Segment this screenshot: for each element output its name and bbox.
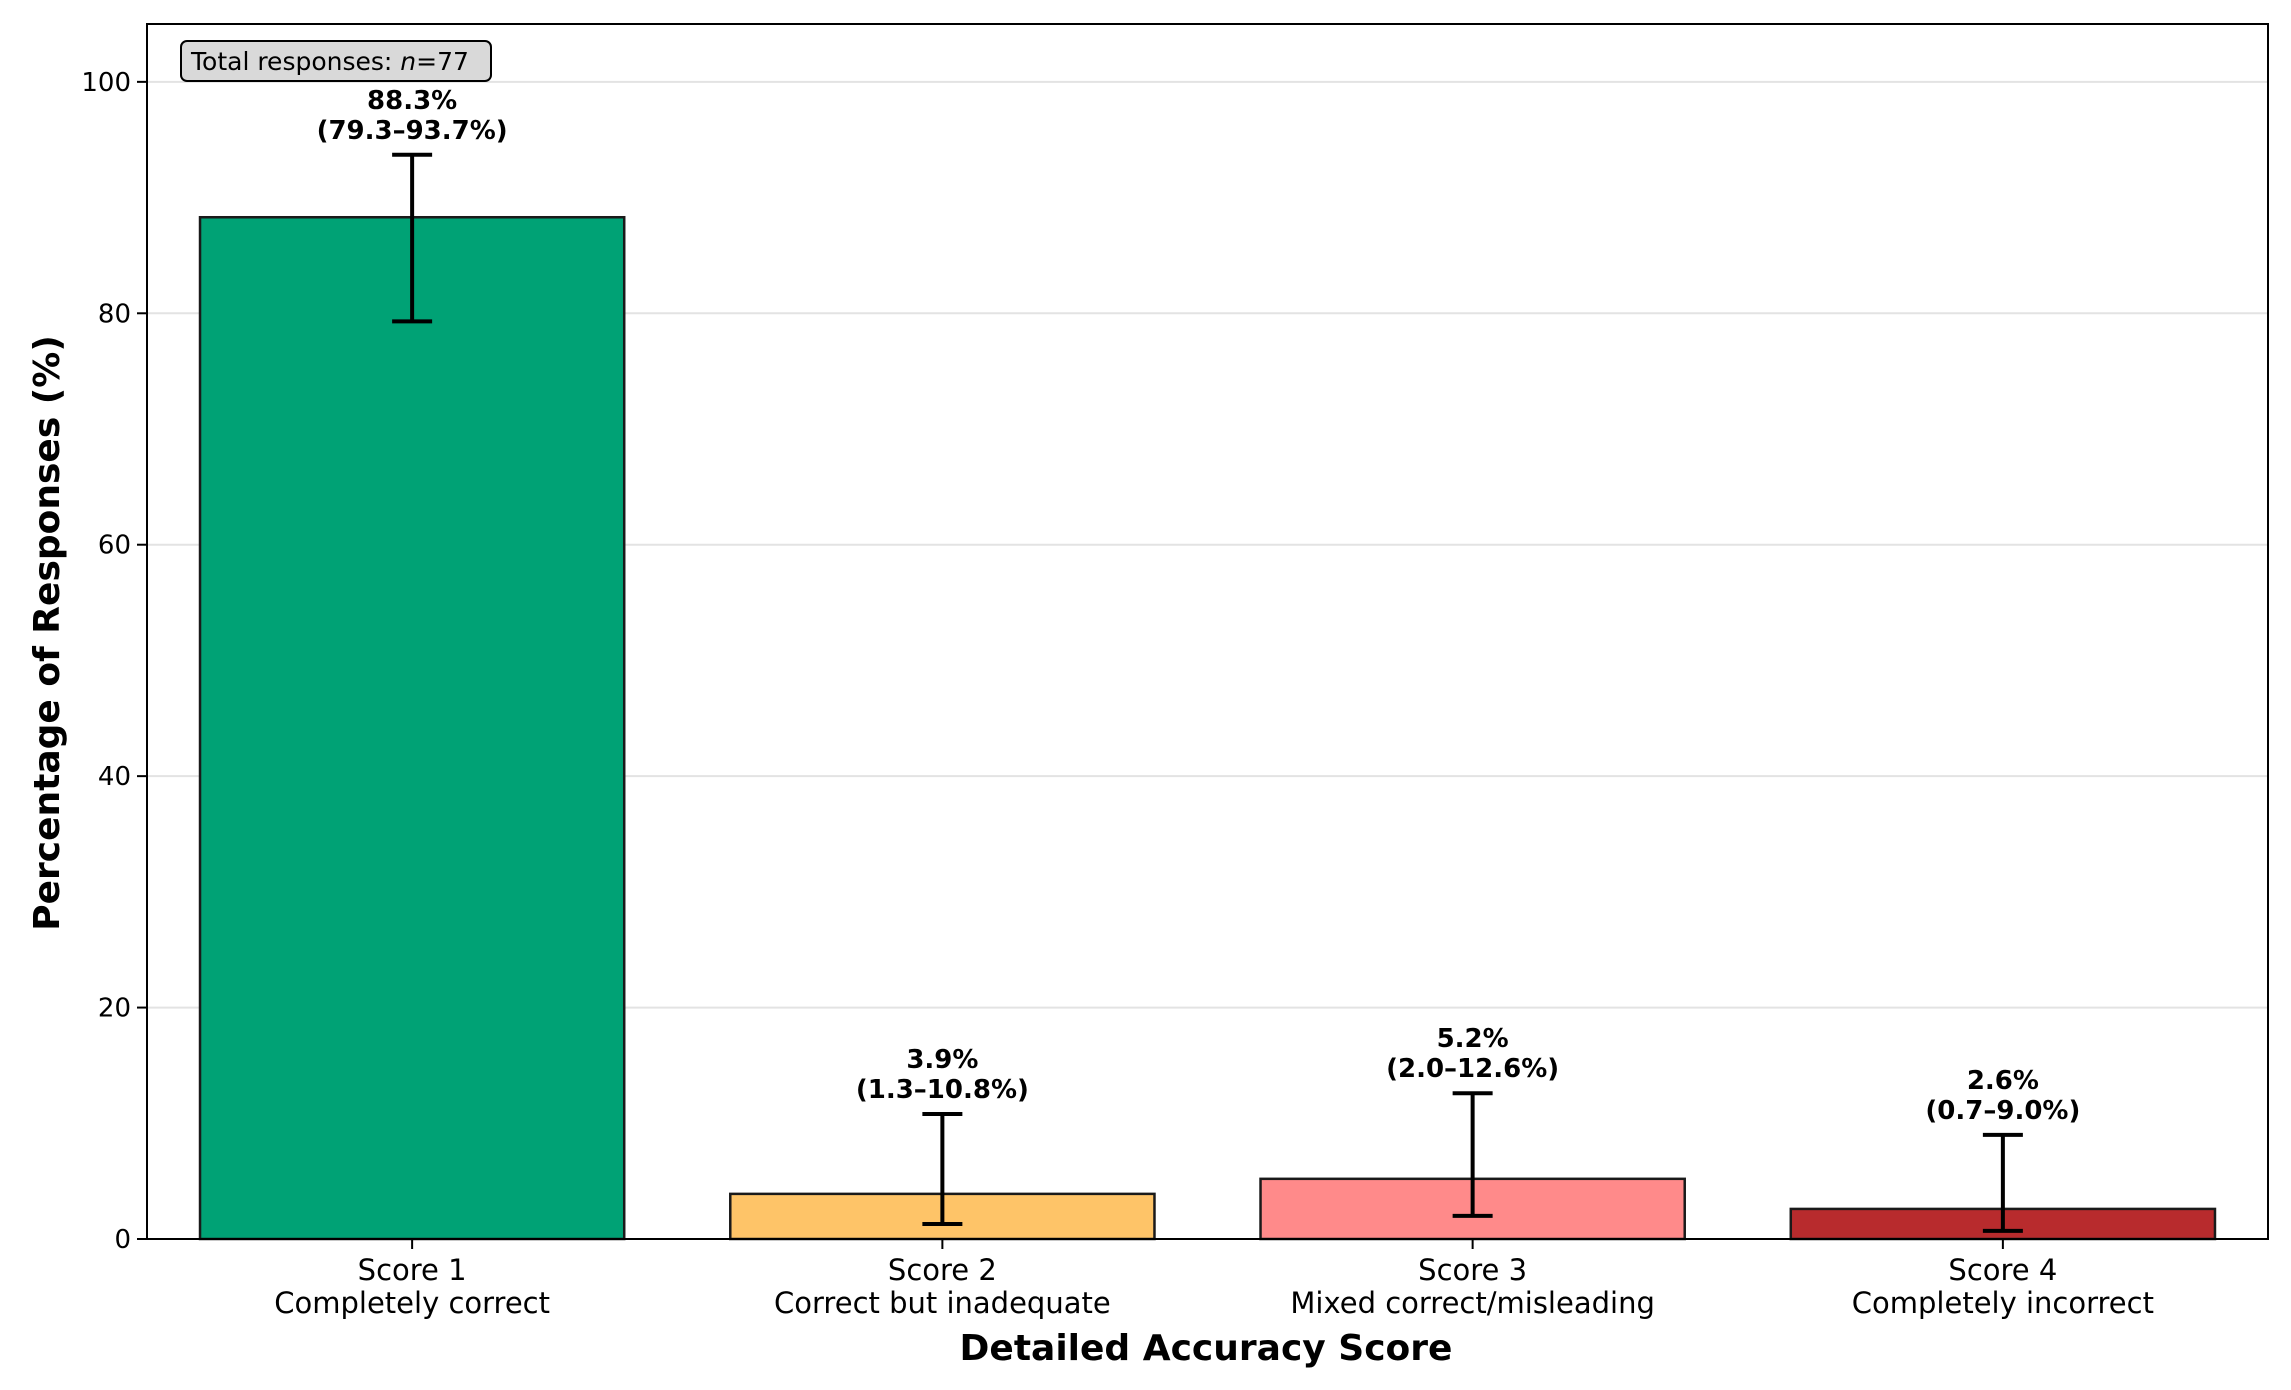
ci-label: (1.3–10.8%) <box>856 1075 1029 1105</box>
x-tick-label-score: Score 1 <box>358 1253 467 1287</box>
y-axis-title: Percentage of Responses (%) <box>27 335 68 931</box>
y-tick-label: 20 <box>98 994 131 1024</box>
annotation-text: Total responses: n=77 <box>190 47 469 76</box>
y-tick-label: 60 <box>98 531 131 561</box>
ci-label: (79.3–93.7%) <box>317 116 508 146</box>
ci-label: (2.0–12.6%) <box>1386 1054 1559 1084</box>
y-tick-label: 100 <box>81 68 131 98</box>
bars <box>198 215 2217 1241</box>
error-bars <box>392 152 2023 1233</box>
x-axis-title: Detailed Accuracy Score <box>960 1328 1453 1369</box>
x-tick-label-description: Completely correct <box>274 1286 550 1320</box>
y-tick-label: 80 <box>98 299 131 329</box>
x-tick-label-score: Score 3 <box>1418 1253 1527 1287</box>
value-label: 5.2% <box>1437 1024 1509 1054</box>
y-tick-label: 40 <box>98 762 131 792</box>
ci-label: (0.7–9.0%) <box>1925 1096 2080 1126</box>
x-tick-label-description: Correct but inadequate <box>774 1286 1111 1320</box>
bar <box>198 215 626 1241</box>
value-label: 2.6% <box>1967 1066 2039 1096</box>
x-tick-label-description: Mixed correct/misleading <box>1290 1286 1654 1320</box>
value-label: 88.3% <box>367 86 457 116</box>
value-label: 3.9% <box>906 1045 978 1075</box>
data-labels: 88.3%(79.3–93.7%) 3.9%(1.3–10.8%) 5.2%(2.0… <box>317 86 2081 1126</box>
y-tick-label: 0 <box>114 1225 131 1255</box>
x-tick-label-score: Score 2 <box>888 1253 997 1287</box>
x-tick-label-description: Completely incorrect <box>1852 1286 2154 1320</box>
plot-frame <box>146 23 2269 1240</box>
x-tick-label-score: Score 4 <box>1948 1253 2057 1287</box>
total-responses-annotation: Total responses: n=77 <box>180 40 492 82</box>
annotation-box <box>180 40 492 82</box>
